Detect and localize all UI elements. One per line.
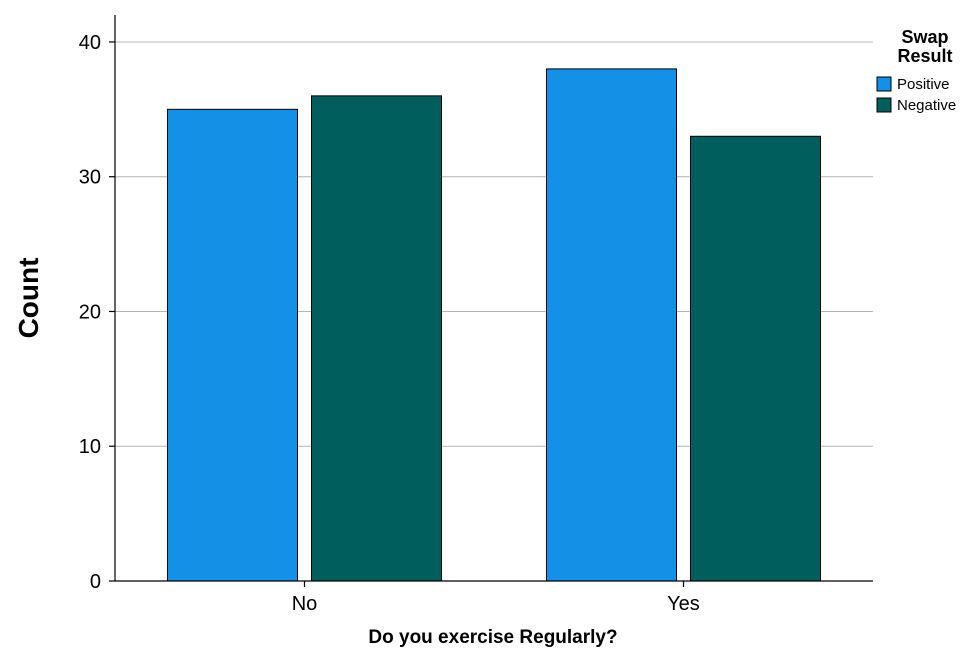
y-tick-label: 0 [90,571,101,593]
legend-label-positive: Positive [897,76,950,93]
legend-swatch-positive [876,76,892,92]
bar-positive-yes [546,68,677,582]
legend-title-line-1: Swap [901,27,948,47]
legend-title-line-2: Result [897,46,952,66]
legend-label-negative: Negative [897,97,956,114]
bar-positive-no [167,108,298,582]
bar-negative-no [311,95,442,582]
bars [167,68,821,582]
axes [114,15,873,582]
x-ticks: No Yes [292,581,700,615]
y-tick-label: 10 [79,436,101,458]
y-tick-label: 30 [79,167,101,189]
y-axis-title: Count [13,258,44,339]
bar-negative-yes [690,135,821,582]
y-ticks: 0 10 20 30 40 [79,32,115,593]
x-axis-title: Do you exercise Regularly? [368,627,617,648]
legend: Swap Result Positive Negative [876,27,956,114]
legend-items: Positive Negative [876,76,956,114]
y-tick-label: 40 [79,32,101,54]
x-tick-label: Yes [667,593,700,615]
legend-swatch-negative [876,97,892,113]
y-tick-label: 20 [79,301,101,323]
x-tick-label: No [292,593,318,615]
